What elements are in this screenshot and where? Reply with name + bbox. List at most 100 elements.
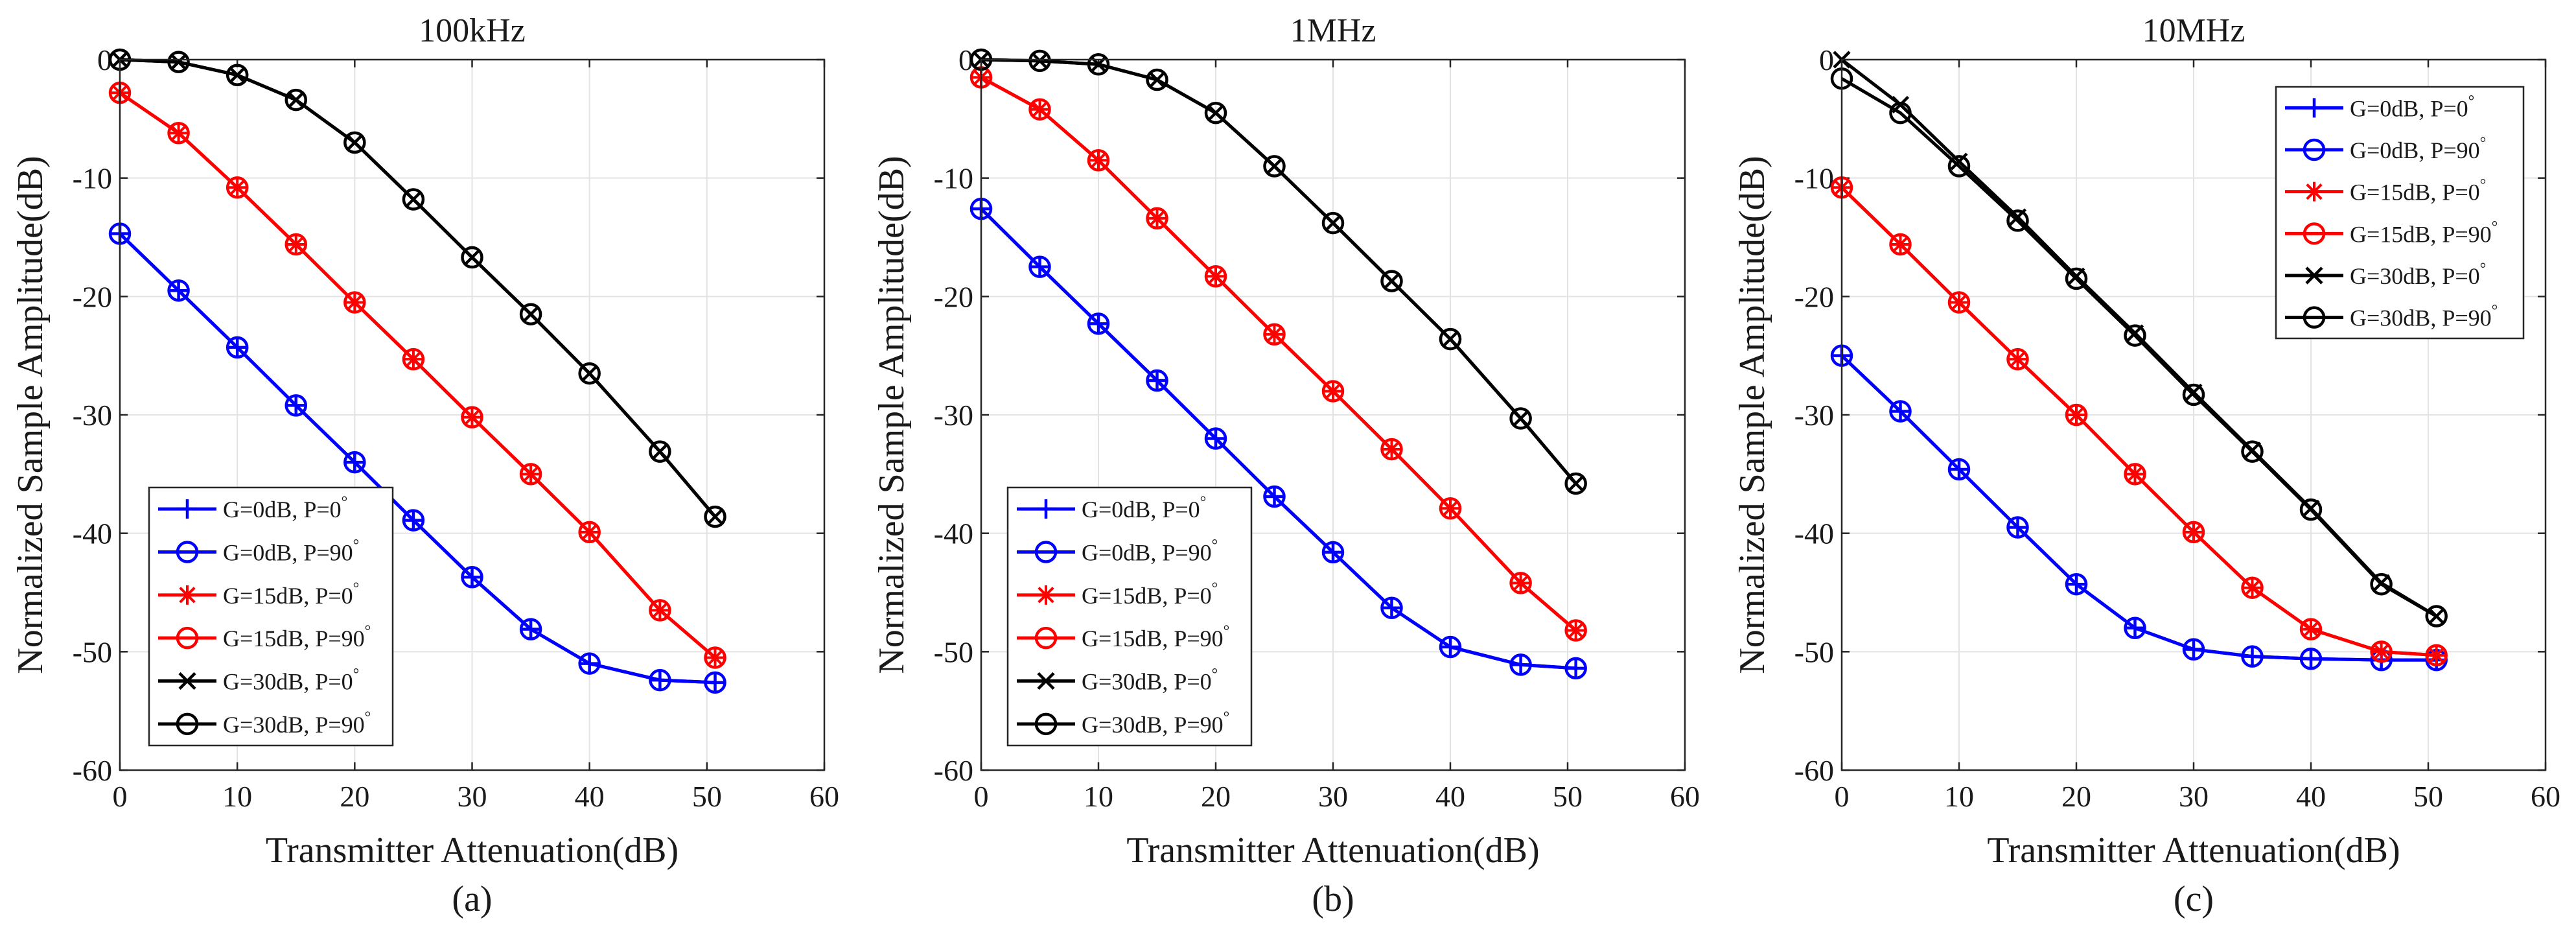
legend-label: G=0dB, P=90° [2350, 135, 2486, 163]
legend-item: G=30dB, P=0° [158, 666, 359, 695]
legend-label: G=15dB, P=0° [2350, 177, 2486, 205]
data-point [2065, 572, 2088, 596]
data-point [343, 131, 366, 154]
legend-marker [178, 672, 196, 690]
legend-label: G=30dB, P=90° [223, 709, 371, 738]
panel-c: 0 10 20 30 40 50 60 -60 -50 -40 -30 -20 -10 0 10MHz Tra… [1732, 12, 2560, 919]
data-point [1947, 291, 1971, 314]
data-point [2124, 463, 2146, 486]
series-line [1840, 77, 2437, 618]
legend-label: G=15dB, P=90° [1082, 623, 1229, 651]
data-point [226, 176, 249, 199]
legend-label: G=0dB, P=0° [223, 494, 347, 522]
legend-item: G=0dB, P=90° [2285, 135, 2486, 163]
y-tick-label: -30 [934, 399, 973, 432]
data-point [461, 246, 483, 269]
legend-label: G=30dB, P=90° [2350, 303, 2498, 331]
axes-box [1840, 58, 2547, 771]
panel-label: (c) [2174, 879, 2214, 919]
data-point [1204, 101, 1227, 124]
series-line [980, 76, 1577, 632]
data-point [343, 451, 366, 474]
x-axis-label: Transmitter Attenuation(dB) [1126, 830, 1539, 871]
data-point [1028, 49, 1051, 73]
x-tick-label: 0 [113, 780, 128, 813]
series-line [119, 58, 717, 518]
data-point [226, 64, 249, 86]
legend-marker [178, 499, 197, 519]
chart-title: 1MHz [1290, 12, 1376, 49]
legend-box [2275, 86, 2525, 340]
data-point [1087, 149, 1110, 172]
data-point [649, 599, 671, 622]
data-point [343, 291, 366, 314]
chart-title: 100kHz [419, 12, 526, 49]
data-point [2006, 347, 2029, 371]
series-2 [1830, 344, 2448, 672]
legend-label: G=0dB, P=90° [1082, 537, 1218, 566]
panel-a: 0 10 20 30 40 50 60 -60 -50 -40 -30 -20 -10 0 100kHz Tr… [10, 12, 839, 919]
y-axis-label: Normalized Sample Amplitude(dB) [1732, 156, 1772, 674]
data-point [1321, 541, 1345, 564]
data-point [1439, 635, 1462, 659]
legend-box [148, 486, 394, 747]
data-point [1380, 596, 1403, 619]
legend-marker [2305, 266, 2323, 285]
legend-marker [176, 626, 199, 650]
data-point [1889, 101, 1912, 124]
data-point [461, 406, 483, 428]
data-point [2124, 324, 2146, 347]
legend-marker [1034, 712, 1058, 736]
data-point [2006, 209, 2029, 232]
data-point [519, 618, 542, 640]
legend: G=0dB, P=0° G=0dB, P=90° G=15dB, P=0° G=15d… [148, 486, 394, 747]
data-point [1950, 152, 1968, 170]
data-point [1564, 472, 1587, 495]
data-point [284, 88, 307, 111]
legend-label: G=30dB, P=0° [1082, 666, 1218, 695]
x-tick-label: 20 [1201, 780, 1231, 813]
data-point [1028, 255, 1051, 278]
data-point [578, 652, 601, 675]
data-point [2182, 521, 2205, 544]
data-point [704, 646, 726, 669]
legend-item: G=0dB, P=90° [158, 537, 359, 566]
y-tick-label: -60 [73, 754, 112, 787]
data-point [1380, 438, 1403, 461]
y-tick-label: -60 [1794, 754, 1834, 787]
data-point [2370, 640, 2393, 663]
legend-item: G=30dB, P=90° [1017, 709, 1229, 738]
series-6 [1830, 67, 2448, 628]
x-tick-label: 60 [809, 780, 839, 813]
x-tick-label: 30 [458, 780, 487, 813]
x-tick-label: 30 [2179, 780, 2209, 813]
legend-marker [176, 712, 199, 736]
x-tick-label: 20 [2061, 780, 2091, 813]
y-tick-label: -60 [934, 754, 973, 787]
data-point [2065, 267, 2088, 290]
series-line [119, 232, 715, 685]
data-point [1509, 407, 1532, 430]
x-axis-label: Transmitter Attenuation(dB) [1987, 830, 2400, 871]
data-point [1087, 312, 1110, 335]
legend-marker [176, 541, 199, 563]
legend-item: G=30dB, P=90° [158, 709, 371, 738]
x-tick-label: 0 [1835, 780, 1850, 813]
chart-title: 10MHz [2142, 12, 2245, 49]
y-axis-label: Normalized Sample Amplitude(dB) [872, 156, 912, 674]
data-point [649, 440, 671, 463]
data-point [1146, 207, 1168, 230]
data-point [284, 394, 307, 417]
data-point [649, 668, 671, 692]
data-point [1564, 657, 1587, 680]
data-point [519, 303, 542, 325]
data-point [1439, 327, 1462, 351]
data-point [704, 671, 726, 694]
legend-item: G=30dB, P=0° [1017, 666, 1218, 695]
legend: G=0dB, P=0° G=0dB, P=90° G=15dB, P=0° G=15d… [2275, 86, 2525, 340]
data-point [1889, 233, 1912, 256]
legend-marker [2303, 222, 2326, 245]
legend-marker [178, 585, 197, 605]
legend-marker [1034, 541, 1058, 563]
series-line [980, 207, 1576, 670]
